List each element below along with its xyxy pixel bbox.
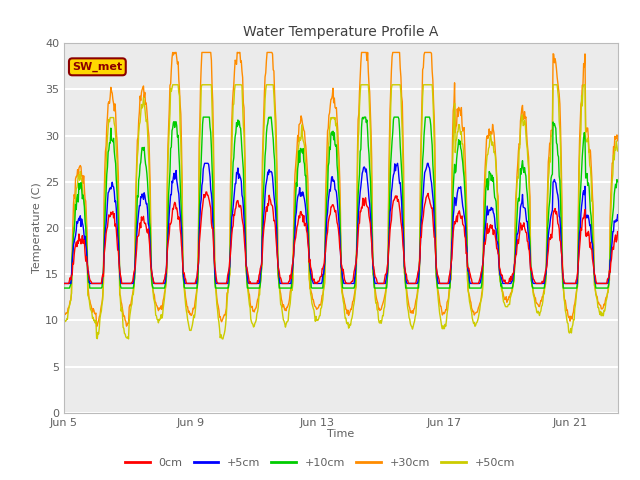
0cm <box>172 206 180 212</box>
+30cm <box>170 49 178 55</box>
Y-axis label: Temperature (C): Temperature (C) <box>32 182 42 274</box>
+50cm <box>60 319 68 325</box>
+5cm <box>614 212 621 217</box>
+30cm <box>60 314 68 320</box>
+10cm <box>124 285 131 291</box>
+10cm <box>484 187 492 193</box>
0cm <box>394 197 402 203</box>
+50cm <box>395 82 403 88</box>
+30cm <box>614 138 621 144</box>
+50cm <box>348 315 356 321</box>
+10cm <box>60 285 68 291</box>
Line: +50cm: +50cm <box>64 85 618 339</box>
+10cm <box>614 179 621 184</box>
+30cm <box>348 303 356 309</box>
+5cm <box>484 212 492 218</box>
+5cm <box>201 160 209 166</box>
X-axis label: Time: Time <box>327 429 355 439</box>
0cm <box>614 229 621 235</box>
+50cm <box>169 82 177 88</box>
+5cm <box>135 209 143 215</box>
0cm <box>135 232 143 238</box>
+5cm <box>124 280 131 286</box>
0cm <box>60 280 68 286</box>
+30cm <box>124 320 132 326</box>
+30cm <box>93 324 100 329</box>
+30cm <box>136 109 143 115</box>
+10cm <box>200 114 207 120</box>
+10cm <box>394 114 402 120</box>
Title: Water Temperature Profile A: Water Temperature Profile A <box>243 25 438 39</box>
+30cm <box>173 61 181 67</box>
+50cm <box>124 335 131 341</box>
+10cm <box>172 119 180 125</box>
+5cm <box>60 280 68 286</box>
0cm <box>484 230 492 236</box>
Text: SW_met: SW_met <box>72 62 122 72</box>
+30cm <box>484 133 492 139</box>
+50cm <box>614 148 621 154</box>
+5cm <box>348 280 355 286</box>
+30cm <box>395 49 403 55</box>
0cm <box>203 189 211 195</box>
Line: +10cm: +10cm <box>64 117 618 288</box>
0cm <box>124 280 131 286</box>
+5cm <box>172 168 180 173</box>
+10cm <box>348 285 355 291</box>
Line: +5cm: +5cm <box>64 163 618 283</box>
+50cm <box>136 122 143 128</box>
+5cm <box>394 165 402 171</box>
+50cm <box>125 336 132 342</box>
Line: 0cm: 0cm <box>64 192 618 283</box>
Legend: 0cm, +5cm, +10cm, +30cm, +50cm: 0cm, +5cm, +10cm, +30cm, +50cm <box>121 453 519 472</box>
+50cm <box>484 145 492 151</box>
+50cm <box>173 82 181 88</box>
Line: +30cm: +30cm <box>64 52 618 326</box>
0cm <box>348 279 355 285</box>
+10cm <box>135 177 143 183</box>
